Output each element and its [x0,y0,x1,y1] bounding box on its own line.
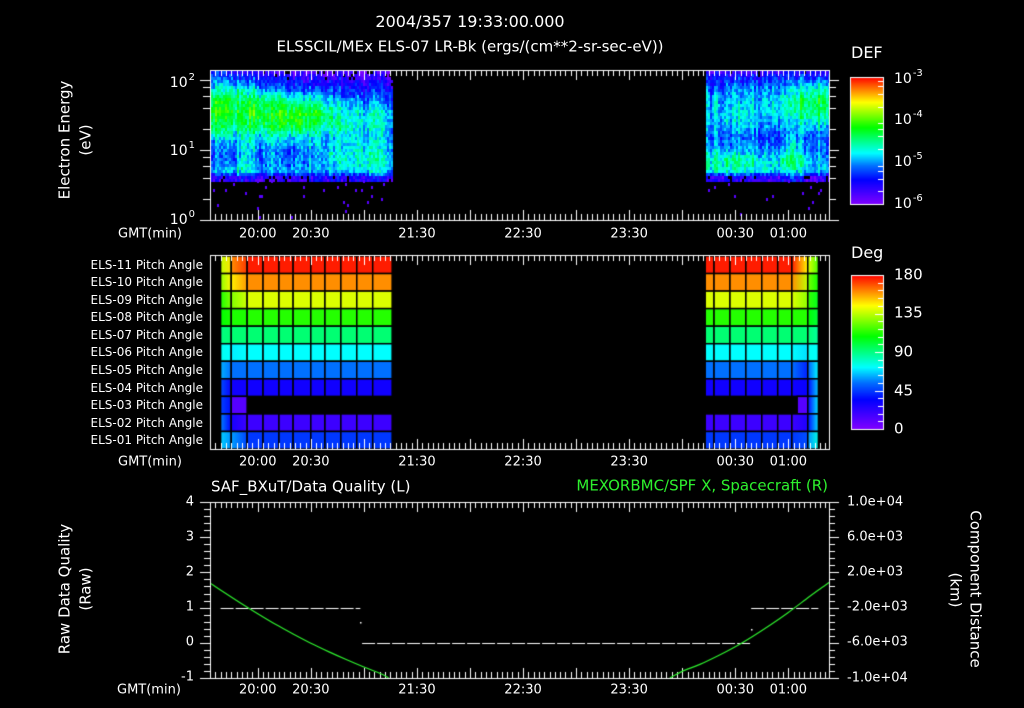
deg-colorbar-tick: 135 [894,303,923,322]
energy-spectrogram-plot-area [210,70,829,220]
pitch-row-label: ELS-10 Pitch Angle [90,275,203,289]
pitch-row-label: ELS-02 Pitch Angle [90,415,203,430]
energy-axis-label: Electron Energy [55,80,74,200]
energy-tick-label: 100 [169,210,195,228]
time-tick-label: 22:30 [504,454,542,470]
pitch-row-label: ELS-08 Pitch Angle [90,310,203,324]
time-tick-label: 01:00 [769,454,808,470]
right-axis-tick-label: -1.0e+04 [847,670,908,686]
tick-base: 10 [169,143,188,159]
time-axis-label: GMT(min) [117,682,181,698]
left-axis-tick-label: -1 [181,669,194,685]
pitch-row-label: ELS-07 Pitch Angle [90,327,203,342]
time-tick-label: 20:30 [292,226,330,242]
pitch-row-label: ELS-04 Pitch Angle [90,380,203,395]
time-tick-label: 21:30 [398,454,436,470]
pitch-row-label: ELS-06 Pitch Angle [90,345,203,359]
deg-colorbar-tick: 180 [894,265,923,284]
time-tick-label: 23:30 [610,682,648,698]
deg-colorbar-label: Deg [851,243,884,262]
left-axis-tick-label: 3 [185,529,194,545]
component-distance-axis-label: Component Distance [966,510,985,668]
pitch-row-label: ELS-05 Pitch Angle [90,363,203,377]
time-axis-label: GMT(min) [118,454,182,470]
energy-tick-label: 102 [169,73,195,91]
tick-base: 10 [894,71,912,87]
time-axis-label: GMT(min) [118,226,182,242]
deg-colorbar [851,275,883,429]
time-tick-label: 01:00 [769,682,808,698]
deg-colorbar-tick: 0 [894,419,904,438]
pitch-angle-plot-area [210,255,829,449]
pitch-row-label: ELS-11 Pitch Angle [90,257,203,272]
left-axis-tick-label: 4 [185,494,194,510]
time-tick-label: 21:30 [398,682,436,698]
right-axis-tick-label: -2.0e+03 [847,599,908,615]
tick-exponent: -4 [912,109,923,120]
left-axis-tick-label: 1 [185,599,194,615]
pitch-row-label: ELS-01 Pitch Angle [90,433,203,447]
time-tick-label: 01:00 [769,226,808,242]
time-tick-label: 21:30 [398,226,436,242]
left-axis-tick-label: 0 [185,634,194,650]
spacecraft-x-title: MEXORBMC/SPF X, Spacecraft (R) [576,476,828,495]
tick-exponent: 2 [188,72,195,83]
def-colorbar-tick: 10-4 [894,110,923,128]
tick-exponent: -6 [912,193,923,204]
tick-base: 10 [894,154,912,170]
tick-base: 10 [169,212,188,228]
tick-exponent: -5 [912,151,923,162]
pitch-row-label: ELS-03 Pitch Angle [90,398,203,412]
def-colorbar-label: DEF [851,43,883,62]
data-quality-title: SAF_BXuT/Data Quality (L) [211,477,411,496]
time-tick-label: 23:30 [610,226,648,242]
time-tick-label: 23:30 [610,454,648,470]
energy-tick-label: 101 [169,141,195,159]
data-quality-plot-area [210,502,829,678]
def-colorbar-tick: 10-3 [894,69,923,87]
component-distance-axis-unit: (km) [946,572,965,608]
right-axis-tick-label: 6.0e+03 [847,529,904,545]
tick-base: 10 [894,196,912,212]
time-tick-label: 20:00 [239,682,277,698]
energy-axis-unit: (eV) [76,124,95,156]
spectrogram-title: ELSSCIL/MEx ELS-07 LR-Bk (ergs/(cm**2-sr… [276,37,664,56]
def-colorbar-tick: 10-6 [894,194,923,212]
tick-base: 10 [894,112,912,128]
data-quality-axis-label: Raw Data Quality [55,523,74,655]
deg-colorbar-tick: 90 [894,342,914,361]
time-tick-label: 00:30 [716,682,754,698]
data-quality-axis-unit: (Raw) [76,567,95,611]
tick-exponent: 0 [188,209,195,220]
left-axis-tick-label: 2 [185,564,194,580]
tick-exponent: -3 [912,68,923,79]
time-tick-label: 22:30 [504,682,542,698]
time-tick-label: 20:00 [239,226,277,242]
right-axis-tick-label: 2.0e+03 [847,564,904,580]
deg-colorbar-tick: 45 [894,381,914,400]
right-axis-tick-label: 1.0e+04 [847,494,904,510]
time-tick-label: 20:00 [239,454,277,470]
time-tick-label: 20:30 [292,682,330,698]
tick-base: 10 [169,75,188,91]
time-tick-label: 00:30 [716,226,754,242]
pitch-row-label: ELS-09 Pitch Angle [90,292,203,307]
time-tick-label: 00:30 [716,454,754,470]
time-tick-label: 20:30 [292,454,330,470]
def-colorbar [850,77,883,204]
tick-exponent: 1 [188,140,195,151]
def-colorbar-tick: 10-5 [894,152,923,170]
plot-timestamp: 2004/357 19:33:00.000 [375,12,565,31]
right-axis-tick-label: -6.0e+03 [847,634,908,650]
time-tick-label: 22:30 [504,226,542,242]
